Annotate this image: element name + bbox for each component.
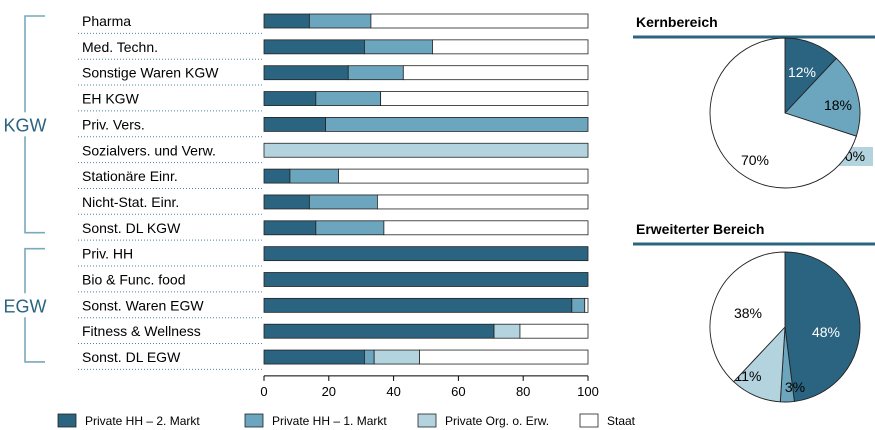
bar-segment	[315, 220, 385, 236]
pie-slice	[709, 37, 857, 189]
bar-segment	[263, 91, 317, 106]
bar-segment	[308, 194, 378, 210]
category-label: Sonst. DL KGW	[82, 220, 181, 236]
x-tick-label: 40	[386, 384, 400, 399]
bar-segment	[263, 65, 349, 81]
bar-segment	[338, 168, 589, 184]
pie-label: 70%	[741, 152, 769, 168]
pie-label: 38%	[734, 305, 762, 321]
bar-segment	[263, 117, 326, 132]
pie-label: 3%	[785, 379, 805, 395]
category-label: Bio & Func. food	[82, 272, 186, 288]
bar-segment	[263, 323, 495, 339]
bar-segment	[325, 117, 589, 132]
pie-chart-kernbereich: Kernbereich 12% 18% 0% 70%	[633, 14, 875, 189]
category-label: Priv. HH	[82, 246, 133, 262]
category-label: Nicht-Stat. Einr.	[82, 194, 179, 210]
bar-segment	[373, 349, 420, 365]
x-tick-label: 100	[577, 384, 599, 399]
pie-title: Kernbereich	[636, 14, 718, 30]
bar-segment	[383, 220, 589, 236]
category-label: Priv. Vers.	[82, 116, 145, 132]
bar-segment	[263, 246, 589, 262]
pie-slice	[709, 251, 786, 383]
bar-segment	[263, 142, 589, 158]
bar-segment	[419, 349, 589, 365]
category-label: Med. Techn.	[82, 39, 158, 55]
bar-segment	[364, 39, 433, 55]
category-label: Fitness & Wellness	[82, 323, 201, 339]
bar-segment	[263, 220, 317, 236]
category-label: Stationäre Einr.	[82, 168, 178, 184]
group-label-bg	[6, 293, 46, 318]
bar-segment	[493, 323, 521, 339]
bar-segment	[370, 13, 589, 29]
legend-label: Private Org. o. Erw.	[445, 414, 549, 428]
category-label: Sonstige Waren KGW	[82, 65, 219, 81]
bar-segment	[380, 91, 589, 106]
legend-label: Private HH – 1. Markt	[272, 414, 387, 428]
legend-swatch	[244, 413, 264, 428]
x-tick-label: 80	[516, 384, 530, 399]
bar-segment	[432, 39, 589, 55]
bar-segment	[308, 13, 372, 29]
bar-segment	[263, 39, 365, 55]
bar-segment	[571, 297, 586, 313]
bar-segment	[584, 297, 589, 313]
bar-segment	[519, 323, 589, 339]
pie-label: 18%	[824, 97, 852, 113]
legend: Private HH – 2. Markt Private HH – 1. Mar…	[57, 413, 636, 428]
category-label: Sonst. Waren EGW	[82, 297, 204, 313]
category-label: Sonst. DL EGW	[82, 349, 181, 365]
pie-label: 12%	[788, 64, 816, 80]
bar-segment	[263, 13, 310, 29]
bar-segment	[263, 168, 291, 184]
pie-title: Erweiterter Bereich	[636, 221, 764, 237]
category-label: Sozialvers. und Verw.	[82, 142, 216, 158]
category-label: EH KGW	[82, 91, 140, 107]
bar-segment	[263, 194, 310, 210]
bar-segment	[376, 194, 589, 210]
bar-segment	[263, 272, 589, 287]
legend-swatch	[579, 413, 599, 428]
legend-swatch	[417, 413, 437, 428]
bar-segment	[263, 297, 573, 313]
bar-segment	[289, 168, 339, 184]
bar-segment	[263, 349, 365, 365]
group-label: KGW	[4, 115, 47, 135]
category-label: Pharma	[82, 13, 131, 29]
bar-segment	[347, 65, 404, 81]
x-tick-label: 20	[322, 384, 336, 399]
stacked-bar-chart: Pharma Med. Techn. Sonstige Waren KGW EH KG…	[4, 13, 599, 399]
group-label-bg	[6, 112, 46, 137]
bar-segment	[364, 349, 375, 365]
pie-label: 48%	[812, 324, 840, 340]
legend-label: Staat	[607, 414, 636, 428]
legend-label: Private HH – 2. Markt	[85, 414, 200, 428]
bar-segment	[402, 65, 589, 81]
group-label: EGW	[4, 296, 47, 316]
legend-swatch	[57, 413, 77, 428]
bar-segment	[315, 91, 382, 106]
x-tick-label: 0	[260, 384, 267, 399]
x-tick-label: 60	[451, 384, 465, 399]
pie-label: 0%	[845, 148, 865, 164]
pie-slice	[784, 57, 861, 137]
pie-slice	[784, 251, 861, 402]
